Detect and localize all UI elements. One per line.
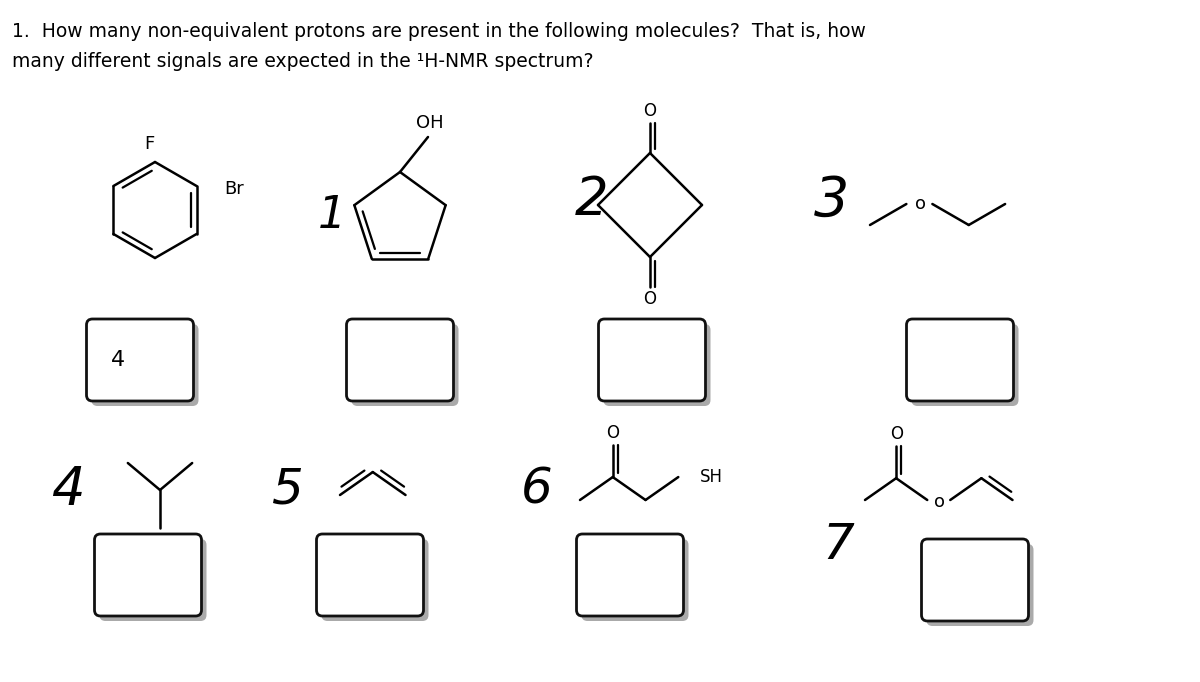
Text: O: O — [643, 290, 656, 308]
Text: o: o — [914, 195, 926, 213]
Text: 1.  How many non-equivalent protons are present in the following molecules?  Tha: 1. How many non-equivalent protons are p… — [12, 22, 866, 41]
FancyBboxPatch shape — [91, 324, 198, 406]
FancyBboxPatch shape — [582, 539, 689, 621]
Text: 6: 6 — [521, 466, 553, 514]
Text: 1: 1 — [318, 194, 346, 237]
FancyBboxPatch shape — [926, 544, 1033, 626]
Text: O: O — [889, 425, 902, 443]
Text: o: o — [934, 493, 944, 511]
FancyBboxPatch shape — [599, 319, 706, 401]
FancyBboxPatch shape — [347, 319, 454, 401]
FancyBboxPatch shape — [322, 539, 428, 621]
Text: SH: SH — [701, 468, 724, 486]
Text: 4: 4 — [110, 350, 125, 370]
FancyBboxPatch shape — [906, 319, 1014, 401]
Text: OH: OH — [416, 114, 444, 132]
Text: O: O — [643, 102, 656, 120]
FancyBboxPatch shape — [912, 324, 1019, 406]
FancyBboxPatch shape — [100, 539, 206, 621]
FancyBboxPatch shape — [86, 319, 193, 401]
FancyBboxPatch shape — [604, 324, 710, 406]
Text: F: F — [144, 135, 154, 153]
FancyBboxPatch shape — [922, 539, 1028, 621]
FancyBboxPatch shape — [352, 324, 458, 406]
Text: Br: Br — [224, 180, 245, 198]
FancyBboxPatch shape — [95, 534, 202, 616]
Text: 3: 3 — [815, 173, 850, 226]
Text: 2: 2 — [575, 174, 608, 226]
FancyBboxPatch shape — [317, 534, 424, 616]
Text: 7: 7 — [822, 521, 854, 569]
Text: 5: 5 — [272, 466, 304, 514]
Text: many different signals are expected in the ¹H-NMR spectrum?: many different signals are expected in t… — [12, 52, 594, 71]
FancyBboxPatch shape — [576, 534, 684, 616]
Text: O: O — [606, 424, 619, 442]
Text: 4: 4 — [52, 464, 85, 516]
